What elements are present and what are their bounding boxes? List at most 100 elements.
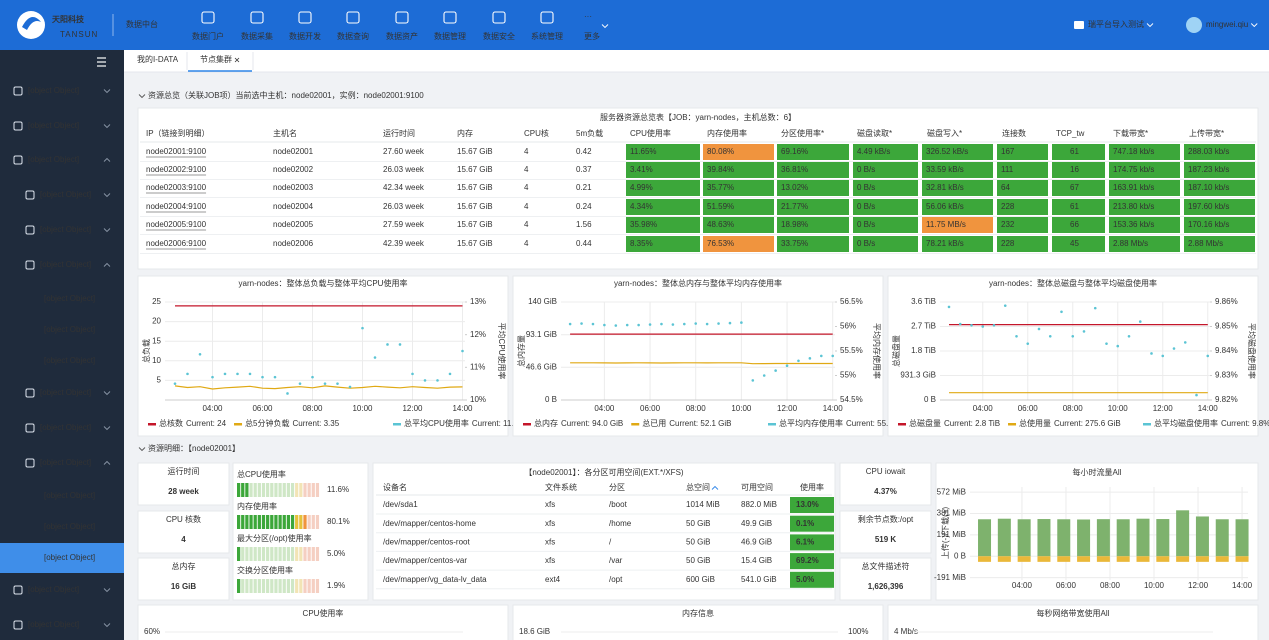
- legend-item[interactable]: 总磁盘量 Current: 2.8 TiB: [898, 418, 1000, 428]
- menu-item[interactable]: [object Object]: [28, 121, 79, 130]
- nav-item[interactable]: 数据采集: [241, 31, 273, 41]
- gauge-segment: [237, 515, 241, 529]
- host-link[interactable]: node02005:9100: [146, 220, 207, 229]
- nav-item[interactable]: 数据资产: [386, 31, 418, 41]
- column-header[interactable]: 使用率: [800, 482, 824, 492]
- gauge-segment: [241, 483, 245, 497]
- stat-card: [137, 557, 230, 601]
- legend-item[interactable]: 总5分钟负载 Current: 3.35: [234, 418, 340, 428]
- gauge-segment-empty: [290, 547, 295, 561]
- gauge-value: 1.9%: [327, 581, 345, 590]
- legend-item[interactable]: 总平均磁盘使用率 Current: 9.8%: [1143, 418, 1269, 428]
- legend-item[interactable]: 总使用量 Current: 275.6 GiB: [1008, 418, 1121, 428]
- gauge-segment-empty: [266, 547, 270, 561]
- data-point: [797, 359, 800, 363]
- y2-axis-label: 平均磁盘使用率: [1247, 323, 1257, 379]
- column-header[interactable]: 连接数: [1002, 128, 1026, 138]
- user-name[interactable]: mingwei.qiu: [1206, 20, 1248, 29]
- gauge-segment-empty: [303, 483, 307, 497]
- column-header[interactable]: 总空间: [686, 482, 710, 492]
- host-link[interactable]: node02002:9100: [146, 165, 207, 174]
- nav-item[interactable]: 更多: [584, 31, 600, 41]
- menu-item[interactable]: [object Object]: [40, 260, 91, 269]
- menu-item[interactable]: [object Object]: [40, 423, 91, 432]
- data-point: [981, 325, 985, 328]
- menu-item[interactable]: [object Object]: [40, 225, 91, 234]
- menu-item[interactable]: [object Object]: [40, 388, 91, 397]
- column-header[interactable]: 磁盘写入*: [927, 128, 962, 138]
- tab-active[interactable]: 节点集群: [200, 54, 232, 64]
- column-header[interactable]: 内存使用率: [707, 128, 747, 138]
- menu-item[interactable]: [object Object]: [28, 155, 79, 164]
- column-header[interactable]: 5m负载: [576, 128, 603, 138]
- menu-item[interactable]: [object Object]: [40, 458, 91, 467]
- column-header[interactable]: CPU核: [524, 128, 549, 138]
- gauge-segment-empty: [295, 579, 299, 593]
- menu-item[interactable]: [object Object]: [44, 522, 95, 531]
- column-header[interactable]: 运行时间: [383, 128, 415, 138]
- menu-item[interactable]: [object Object]: [44, 325, 95, 334]
- host-link[interactable]: node02003:9100: [146, 183, 207, 192]
- column-header[interactable]: 可用空间: [741, 482, 773, 492]
- column-header[interactable]: IP（链接到明细）: [146, 128, 210, 138]
- y-tick-label: 381 MiB: [937, 509, 966, 518]
- cell: 163.91 kb/s: [1113, 183, 1154, 192]
- menu-item[interactable]: [object Object]: [44, 553, 95, 562]
- cell: 4: [524, 220, 529, 229]
- legend-item[interactable]: 总内存 Current: 94.0 GiB: [523, 418, 623, 428]
- legend-item[interactable]: 总已用 Current: 52.1 GiB: [631, 418, 732, 428]
- gauge-label: 总CPU使用率: [237, 469, 286, 479]
- column-header[interactable]: 上传带宽*: [1189, 128, 1224, 138]
- menu-item[interactable]: [object Object]: [44, 491, 95, 500]
- tab[interactable]: 我的I-DATA: [137, 54, 179, 64]
- status-cell: [703, 162, 774, 178]
- cell: 26.03 week: [383, 165, 425, 174]
- menu-item[interactable]: [object Object]: [40, 190, 91, 199]
- status-cell: [777, 217, 849, 233]
- cell: 0.21: [576, 183, 592, 192]
- menu-item[interactable]: [object Object]: [44, 294, 95, 303]
- nav-item[interactable]: 数据查询: [337, 31, 369, 41]
- nav-item[interactable]: 数据开发: [289, 31, 321, 41]
- column-header[interactable]: 主机名: [273, 128, 297, 138]
- menu-item[interactable]: [object Object]: [28, 86, 79, 95]
- legend-current: Current: 52.1 GiB: [669, 419, 731, 428]
- column-header[interactable]: 磁盘读取*: [857, 128, 892, 138]
- column-header[interactable]: 下载带宽*: [1113, 128, 1148, 138]
- bar: [978, 519, 992, 557]
- data-point: [261, 375, 264, 379]
- legend-item[interactable]: 总平均内存使用率 Current: 55.4%: [768, 418, 900, 428]
- logo-mark: [17, 11, 45, 39]
- cell: /dev/sda1: [383, 500, 418, 509]
- gauge-segment: [249, 515, 253, 529]
- chevron: [103, 391, 111, 396]
- nav-item[interactable]: 数据安全: [483, 31, 515, 41]
- menu-item[interactable]: [object Object]: [44, 356, 95, 365]
- column-header[interactable]: 文件系统: [545, 482, 577, 492]
- nav-item[interactable]: 系统管理: [531, 31, 563, 41]
- column-header[interactable]: CPU使用率: [630, 128, 671, 138]
- usage-cell: [790, 571, 834, 588]
- column-header[interactable]: 分区使用率*: [781, 128, 824, 138]
- nav-item[interactable]: 数据管理: [434, 31, 466, 41]
- menu-item[interactable]: [object Object]: [28, 620, 79, 629]
- column-header[interactable]: TCP_tw: [1056, 129, 1085, 138]
- axis-label: 4 Mb/s: [894, 627, 918, 636]
- host-link[interactable]: node02006:9100: [146, 239, 207, 248]
- host-link[interactable]: node02004:9100: [146, 202, 207, 211]
- nav-item[interactable]: 数据门户: [192, 31, 224, 41]
- gauge-segment-empty: [282, 483, 286, 497]
- legend-item[interactable]: 总平均CPU使用率 Current: 11.5%: [393, 418, 525, 428]
- cell: 0.37: [576, 165, 592, 174]
- legend-item[interactable]: 总核数 Current: 24: [148, 418, 227, 428]
- column-header[interactable]: 分区: [609, 483, 625, 492]
- data-point: [580, 322, 583, 325]
- legend-current: Current: 275.6 GiB: [1054, 419, 1121, 428]
- column-header[interactable]: 设备名: [383, 482, 407, 492]
- menu-item[interactable]: [object Object]: [28, 585, 79, 594]
- gauge-value: 80.1%: [327, 517, 350, 526]
- column-header[interactable]: 内存: [457, 128, 473, 138]
- project-select[interactable]: 瑞平台导入测试: [1088, 19, 1144, 29]
- chevron: [103, 124, 111, 129]
- host-link[interactable]: node02001:9100: [146, 147, 207, 156]
